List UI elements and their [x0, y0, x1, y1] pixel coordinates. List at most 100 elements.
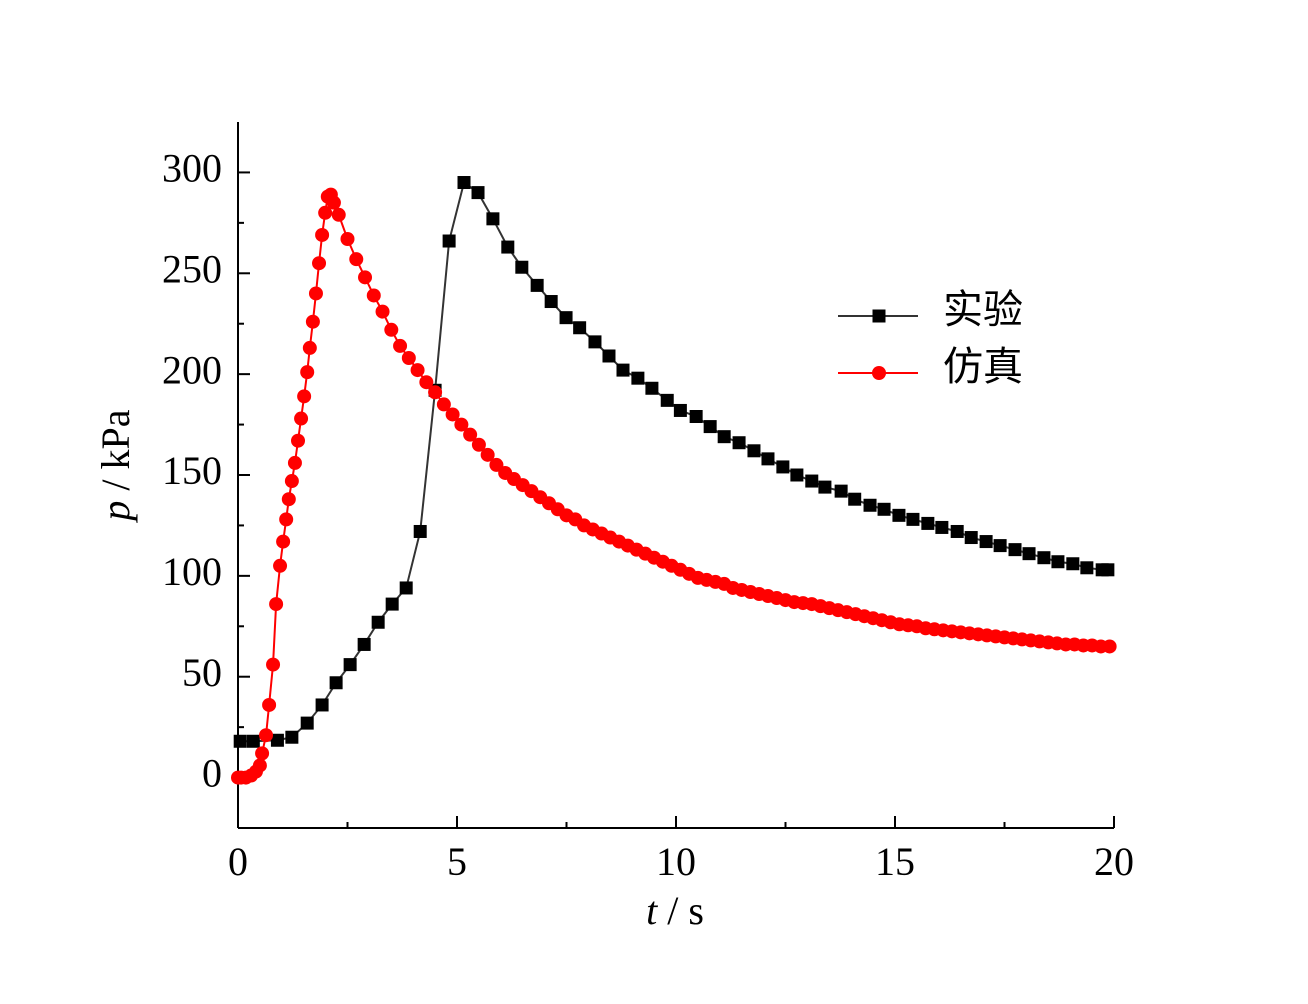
data-point — [399, 581, 413, 595]
data-point — [805, 474, 819, 488]
x-tick-label: 15 — [875, 839, 915, 884]
data-point — [463, 427, 478, 442]
data-point — [1066, 557, 1080, 571]
data-point — [471, 437, 486, 452]
legend-label: 仿真 — [943, 344, 1023, 389]
data-point — [544, 295, 558, 309]
data-point — [331, 207, 346, 222]
data-point — [246, 734, 260, 748]
data-point — [233, 734, 247, 748]
data-point — [287, 455, 302, 470]
data-point — [530, 278, 544, 292]
data-point — [285, 730, 299, 744]
x-label-var: t — [646, 888, 658, 933]
y-tick-label: 150 — [162, 448, 222, 493]
data-point — [486, 212, 500, 226]
data-point — [371, 615, 385, 629]
legend-marker — [872, 366, 886, 380]
data-point — [284, 474, 299, 489]
data-point — [308, 286, 323, 301]
data-point — [979, 535, 993, 549]
data-point — [340, 231, 355, 246]
data-point — [660, 393, 674, 407]
data-point — [457, 176, 471, 190]
data-point — [294, 411, 309, 426]
data-point — [312, 256, 327, 271]
data-point — [269, 597, 284, 612]
data-point — [1080, 561, 1094, 575]
data-point — [291, 433, 306, 448]
data-point — [703, 420, 717, 434]
data-point — [935, 520, 949, 534]
y-axis-label: p / kPa — [93, 409, 138, 523]
data-point — [259, 728, 274, 743]
data-point — [302, 340, 317, 355]
legend-marker — [872, 309, 886, 323]
data-point — [1051, 555, 1065, 569]
data-point — [318, 205, 333, 220]
data-point — [419, 375, 434, 390]
data-point — [906, 512, 920, 526]
data-point — [790, 468, 804, 482]
data-point — [921, 516, 935, 530]
data-point — [776, 460, 790, 474]
data-point — [262, 697, 277, 712]
data-point — [559, 311, 573, 325]
data-point — [349, 252, 364, 267]
data-point — [501, 240, 515, 254]
x-tick-label: 5 — [447, 839, 467, 884]
data-point — [270, 733, 284, 747]
data-point — [281, 492, 296, 507]
y-tick-label: 200 — [162, 347, 222, 392]
data-point — [818, 480, 832, 494]
y-tick-label: 50 — [182, 650, 222, 695]
y-tick-label: 100 — [162, 549, 222, 594]
data-point — [279, 512, 294, 527]
data-point — [255, 746, 270, 761]
data-point — [993, 539, 1007, 553]
x-tick-label: 10 — [656, 839, 696, 884]
data-point — [863, 498, 877, 512]
data-point — [732, 436, 746, 450]
data-point — [717, 430, 731, 444]
y-tick-label: 300 — [162, 146, 222, 191]
data-point — [401, 351, 416, 366]
data-point — [673, 403, 687, 417]
data-point — [848, 492, 862, 506]
data-point — [393, 338, 408, 353]
data-point — [315, 227, 330, 242]
data-point — [375, 304, 390, 319]
data-point — [276, 534, 291, 549]
data-point — [588, 335, 602, 349]
data-point — [964, 531, 978, 545]
data-point — [413, 524, 427, 538]
data-point — [297, 389, 312, 404]
data-point — [631, 371, 645, 385]
x-tick-label: 20 — [1094, 839, 1134, 884]
data-point — [273, 558, 288, 573]
data-point — [892, 508, 906, 522]
x-axis-label: t / s — [646, 888, 704, 933]
x-tick-label: 0 — [228, 839, 248, 884]
legend-label: 实验 — [943, 287, 1023, 332]
data-point — [252, 758, 267, 773]
data-point — [300, 365, 315, 380]
data-point — [445, 407, 460, 422]
data-point — [950, 524, 964, 538]
data-point — [266, 657, 281, 672]
data-point — [358, 270, 373, 285]
data-point — [343, 658, 357, 672]
y-tick-label: 0 — [202, 751, 222, 796]
data-point — [357, 637, 371, 651]
data-point — [428, 385, 443, 400]
data-point — [834, 484, 848, 498]
data-point — [616, 363, 630, 377]
data-point — [747, 444, 761, 458]
data-point — [515, 260, 529, 274]
series-line — [240, 180, 1108, 743]
y-label-unit: / kPa — [93, 409, 138, 500]
data-point — [602, 349, 616, 363]
data-point — [385, 597, 399, 611]
y-tick-label: 250 — [162, 246, 222, 291]
